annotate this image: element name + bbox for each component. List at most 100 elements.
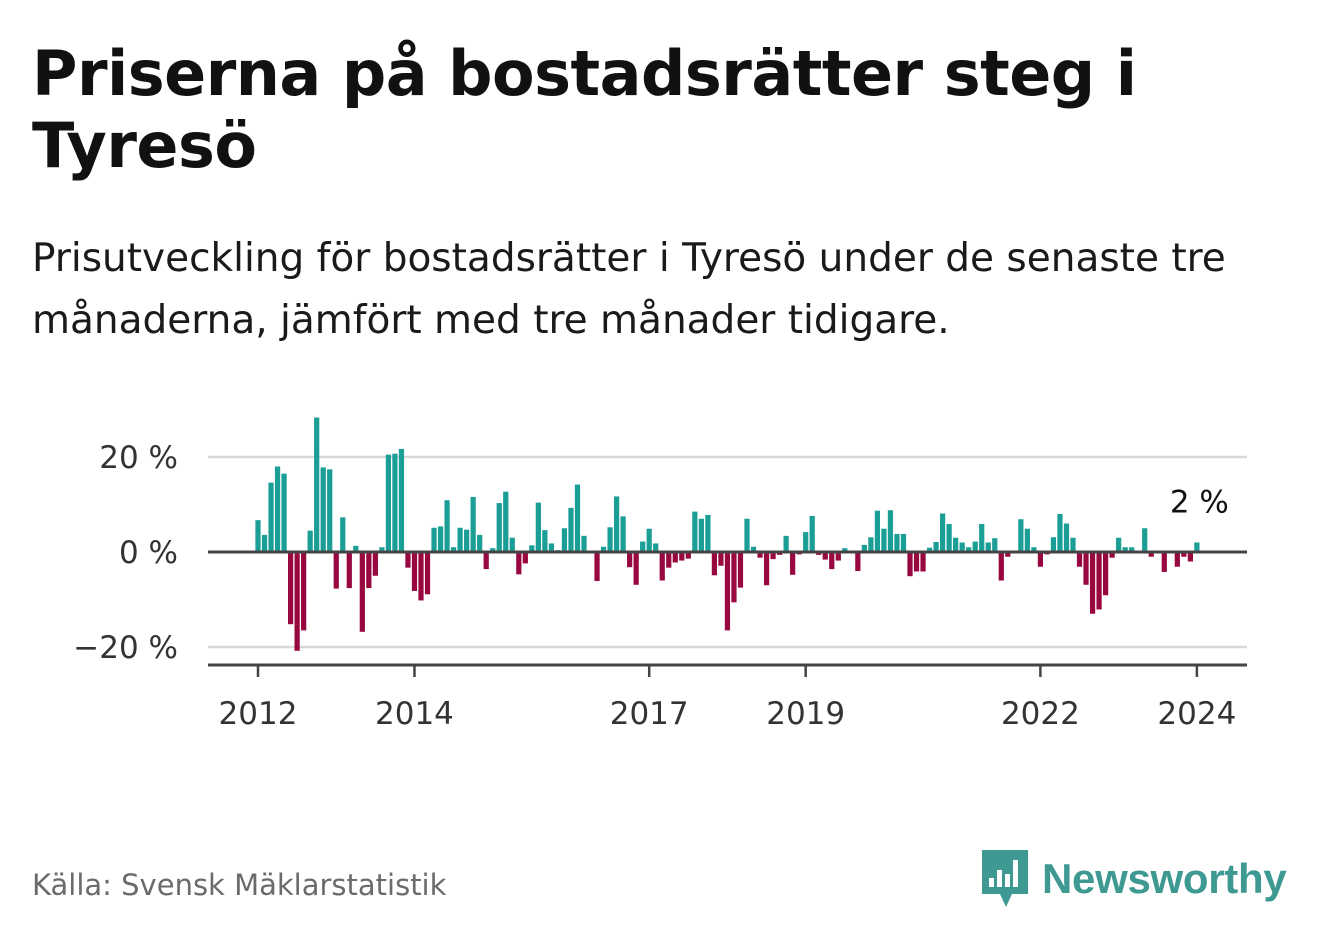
bar (627, 552, 633, 568)
bar (835, 552, 841, 561)
x-tick-label: 2012 (219, 696, 298, 732)
bar (672, 552, 678, 563)
bar (1161, 552, 1167, 572)
bar (640, 541, 646, 552)
bar (600, 546, 607, 552)
bar (392, 453, 398, 552)
bar (790, 552, 796, 575)
bar (398, 448, 405, 552)
bar (874, 510, 881, 552)
bar (750, 546, 757, 552)
bar (737, 552, 744, 588)
bar (1142, 528, 1148, 552)
bar (868, 537, 874, 552)
bar (913, 552, 920, 572)
bar (477, 534, 483, 552)
bar (431, 527, 437, 552)
bar (985, 542, 991, 552)
bar (548, 543, 555, 552)
bar (581, 535, 587, 552)
price-change-bar-chart: 20 % 0 % −20 % 2012 2014 2017 2019 2022 2024 2 % (73, 417, 1247, 732)
bar (679, 552, 685, 561)
bar (953, 537, 959, 552)
bar (979, 523, 985, 552)
bar (718, 552, 724, 566)
bar (1194, 542, 1200, 552)
bar (379, 547, 385, 552)
bar (470, 496, 476, 552)
bar (274, 466, 281, 552)
bar (574, 484, 581, 552)
bar (933, 542, 939, 552)
bar (490, 548, 496, 552)
bar (1031, 547, 1037, 552)
bar (711, 552, 718, 576)
bar (822, 552, 828, 560)
bar (1181, 552, 1187, 557)
x-tick-label: 2022 (1001, 696, 1080, 732)
bar (340, 517, 346, 552)
bar (307, 530, 313, 553)
bar (842, 548, 848, 552)
y-tick-label: 0 % (119, 535, 178, 571)
bar (405, 552, 411, 568)
bar (613, 496, 620, 552)
bar (881, 528, 887, 552)
bar (653, 543, 659, 552)
bar (620, 516, 626, 553)
bar (411, 552, 418, 591)
bar (535, 502, 541, 552)
bar (385, 454, 392, 553)
bar (1018, 519, 1024, 552)
bar (992, 538, 998, 552)
bar (1037, 552, 1044, 567)
bar (255, 520, 261, 552)
bar (757, 552, 763, 558)
bar (287, 552, 294, 625)
source-note: Källa: Svensk Mäklarstatistik (32, 868, 447, 902)
bar (1057, 514, 1063, 552)
bar (763, 552, 770, 586)
bar (496, 503, 502, 552)
bar (829, 552, 835, 570)
bar (894, 533, 900, 552)
bar (301, 552, 307, 631)
bar (542, 530, 548, 552)
bar (659, 552, 665, 581)
bar (450, 547, 457, 552)
bar (346, 552, 352, 589)
bar (1076, 552, 1083, 567)
bar (926, 547, 933, 552)
bar (594, 552, 600, 581)
bar (1116, 537, 1122, 552)
bar (783, 535, 789, 552)
bar (418, 552, 424, 601)
bar (568, 507, 574, 552)
bar (972, 541, 978, 552)
bar (294, 552, 300, 651)
bar (372, 552, 378, 576)
bar (1050, 537, 1057, 552)
newsworthy-logo-icon (982, 850, 1028, 907)
bar (809, 515, 815, 552)
bar (887, 510, 894, 552)
bar (939, 513, 946, 552)
bar (920, 552, 926, 572)
bar (314, 417, 320, 552)
bar (1005, 552, 1011, 557)
x-tick-label: 2017 (610, 696, 689, 732)
x-tick-label: 2014 (375, 696, 454, 732)
bar (1024, 528, 1030, 552)
newsworthy-logo[interactable]: Newsworthy (980, 848, 1287, 910)
bar (522, 552, 528, 564)
bar (607, 527, 613, 552)
bar (366, 552, 372, 589)
x-tick-label: 2019 (766, 696, 845, 732)
bar (359, 552, 365, 632)
bar (1148, 552, 1154, 557)
bar (561, 528, 568, 552)
bar (666, 552, 672, 568)
y-tick-label: −20 % (73, 630, 178, 666)
bar (698, 518, 704, 552)
bar (509, 537, 515, 552)
